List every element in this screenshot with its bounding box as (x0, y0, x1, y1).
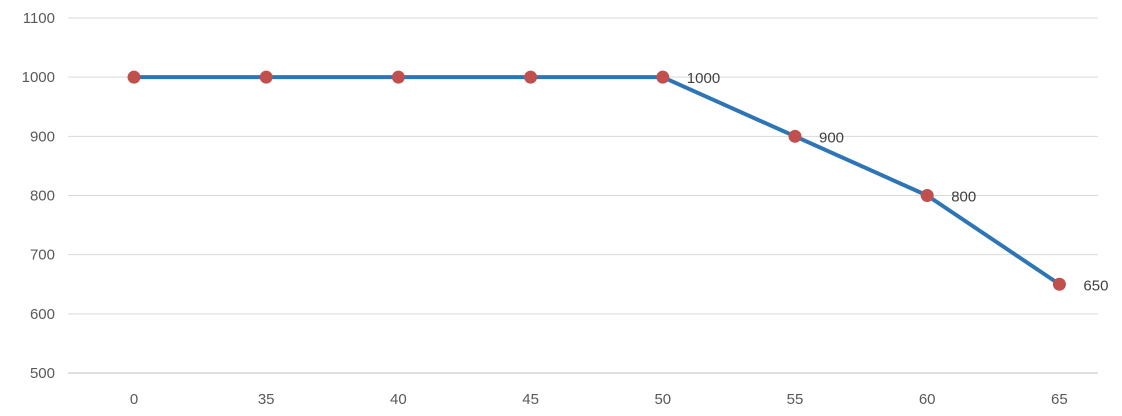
y-tick-label: 800 (30, 188, 55, 205)
y-tick-label: 600 (30, 306, 55, 323)
data-point (259, 70, 273, 84)
x-tick-label: 45 (522, 391, 539, 408)
y-tick-label: 1000 (22, 69, 55, 86)
series-line (132, 75, 1062, 287)
data-point (391, 70, 405, 84)
data-point (524, 70, 538, 84)
x-tick-label: 35 (258, 391, 275, 408)
data-label: 650 (1083, 277, 1108, 294)
data-point (1052, 277, 1066, 291)
data-point (920, 189, 934, 202)
y-tick-label: 500 (30, 365, 55, 382)
x-tick-label: 65 (1051, 391, 1068, 408)
x-axis-tick-labels: 0 35 40 45 50 55 60 65 (130, 391, 1068, 408)
x-tick-label: 0 (130, 391, 138, 408)
x-tick-label: 50 (654, 391, 671, 408)
data-labels: 1000 900 800 650 (687, 70, 1109, 294)
x-tick-label: 55 (787, 391, 804, 408)
gridlines (68, 17, 1098, 374)
data-label: 900 (819, 129, 844, 146)
y-tick-label: 700 (30, 247, 55, 264)
data-label: 1000 (687, 70, 720, 87)
data-point (788, 129, 802, 143)
data-label: 800 (951, 189, 976, 206)
x-tick-label: 60 (919, 391, 936, 408)
y-tick-label: 900 (30, 128, 55, 145)
data-point (127, 70, 141, 84)
data-point (656, 70, 670, 84)
y-tick-label: 1100 (23, 10, 55, 27)
series-layer (127, 70, 1066, 291)
x-tick-label: 40 (390, 391, 407, 408)
y-axis-tick-labels: 500 600 700 800 900 1000 1100 (22, 10, 55, 382)
